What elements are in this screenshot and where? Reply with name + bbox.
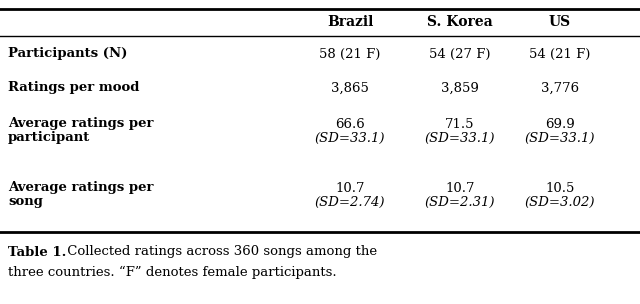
Text: (SD=3.02): (SD=3.02)	[525, 195, 595, 209]
Text: Average ratings per: Average ratings per	[8, 181, 154, 195]
Text: participant: participant	[8, 132, 90, 144]
Text: (SD=33.1): (SD=33.1)	[315, 132, 385, 144]
Text: song: song	[8, 195, 43, 209]
Text: 10.7: 10.7	[445, 181, 475, 195]
Text: Participants (N): Participants (N)	[8, 47, 127, 60]
Text: Collected ratings across 360 songs among the: Collected ratings across 360 songs among…	[63, 246, 377, 258]
Text: 54 (21 F): 54 (21 F)	[529, 47, 591, 60]
Text: 69.9: 69.9	[545, 118, 575, 130]
Text: (SD=2.31): (SD=2.31)	[425, 195, 495, 209]
Text: 71.5: 71.5	[445, 118, 475, 130]
Text: 10.7: 10.7	[335, 181, 365, 195]
Text: 58 (21 F): 58 (21 F)	[319, 47, 381, 60]
Text: US: US	[549, 16, 571, 29]
Text: (SD=2.74): (SD=2.74)	[315, 195, 385, 209]
Text: S. Korea: S. Korea	[427, 16, 493, 29]
Text: 3,776: 3,776	[541, 81, 579, 95]
Text: Average ratings per: Average ratings per	[8, 118, 154, 130]
Text: 54 (27 F): 54 (27 F)	[429, 47, 491, 60]
Text: 10.5: 10.5	[545, 181, 575, 195]
Text: (SD=33.1): (SD=33.1)	[425, 132, 495, 144]
Text: three countries. “F” denotes female participants.: three countries. “F” denotes female part…	[8, 265, 337, 279]
Text: 3,859: 3,859	[441, 81, 479, 95]
Text: (SD=33.1): (SD=33.1)	[525, 132, 595, 144]
Text: 66.6: 66.6	[335, 118, 365, 130]
Text: Ratings per mood: Ratings per mood	[8, 81, 140, 95]
Text: 3,865: 3,865	[331, 81, 369, 95]
Text: Table 1.: Table 1.	[8, 246, 67, 258]
Text: Brazil: Brazil	[327, 16, 373, 29]
